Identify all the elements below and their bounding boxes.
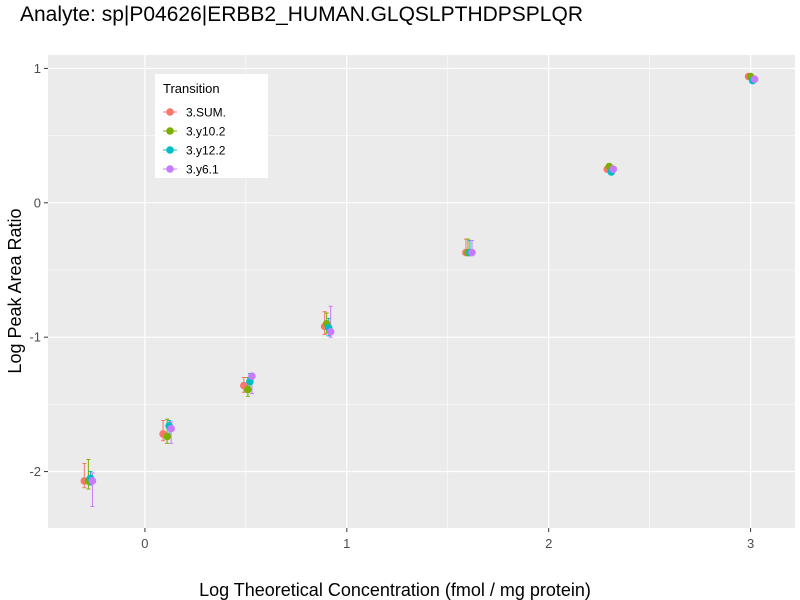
legend-key-point	[166, 146, 174, 154]
y-tick-label: 0	[34, 195, 41, 210]
grid	[48, 55, 795, 528]
chart-title: Analyte: sp|P04626|ERBB2_HUMAN.GLQSLPTHD…	[20, 3, 583, 26]
x-axis-title: Log Theoretical Concentration (fmol / mg…	[199, 580, 591, 600]
data-point	[248, 372, 256, 380]
data-point	[163, 432, 171, 441]
axis-ticks: 0 1 2 3 1 0 -1 -2	[29, 61, 754, 551]
y-tick-label: 1	[34, 61, 41, 76]
legend-label: 3.y12.2	[186, 144, 226, 158]
legend: Transition 3.SUM. 3.y10.2 3.y12.2 3.y6.1	[155, 74, 268, 178]
data-point	[326, 328, 335, 336]
y-tick-label: -1	[29, 330, 41, 345]
data-point	[167, 424, 175, 433]
legend-key-point	[166, 127, 174, 135]
legend-key-point	[166, 108, 174, 116]
data-layer	[80, 72, 759, 507]
data-point	[609, 165, 618, 174]
legend-key-point	[166, 165, 174, 173]
data-point	[750, 75, 759, 83]
y-tick-label: -2	[29, 464, 41, 479]
x-tick-label: 3	[747, 536, 754, 551]
legend-label: 3.y10.2	[186, 125, 226, 139]
x-tick-label: 0	[141, 536, 148, 551]
legend-box	[155, 74, 268, 178]
legend-label: 3.SUM.	[186, 106, 226, 120]
y-axis-title: Log Peak Area Ratio	[5, 208, 25, 373]
x-tick-label: 2	[545, 536, 552, 551]
legend-label: 3.y6.1	[186, 163, 219, 177]
x-tick-label: 1	[343, 536, 350, 551]
legend-title: Transition	[163, 81, 220, 96]
data-point	[468, 248, 476, 257]
data-point	[88, 477, 97, 485]
data-point	[244, 385, 252, 394]
